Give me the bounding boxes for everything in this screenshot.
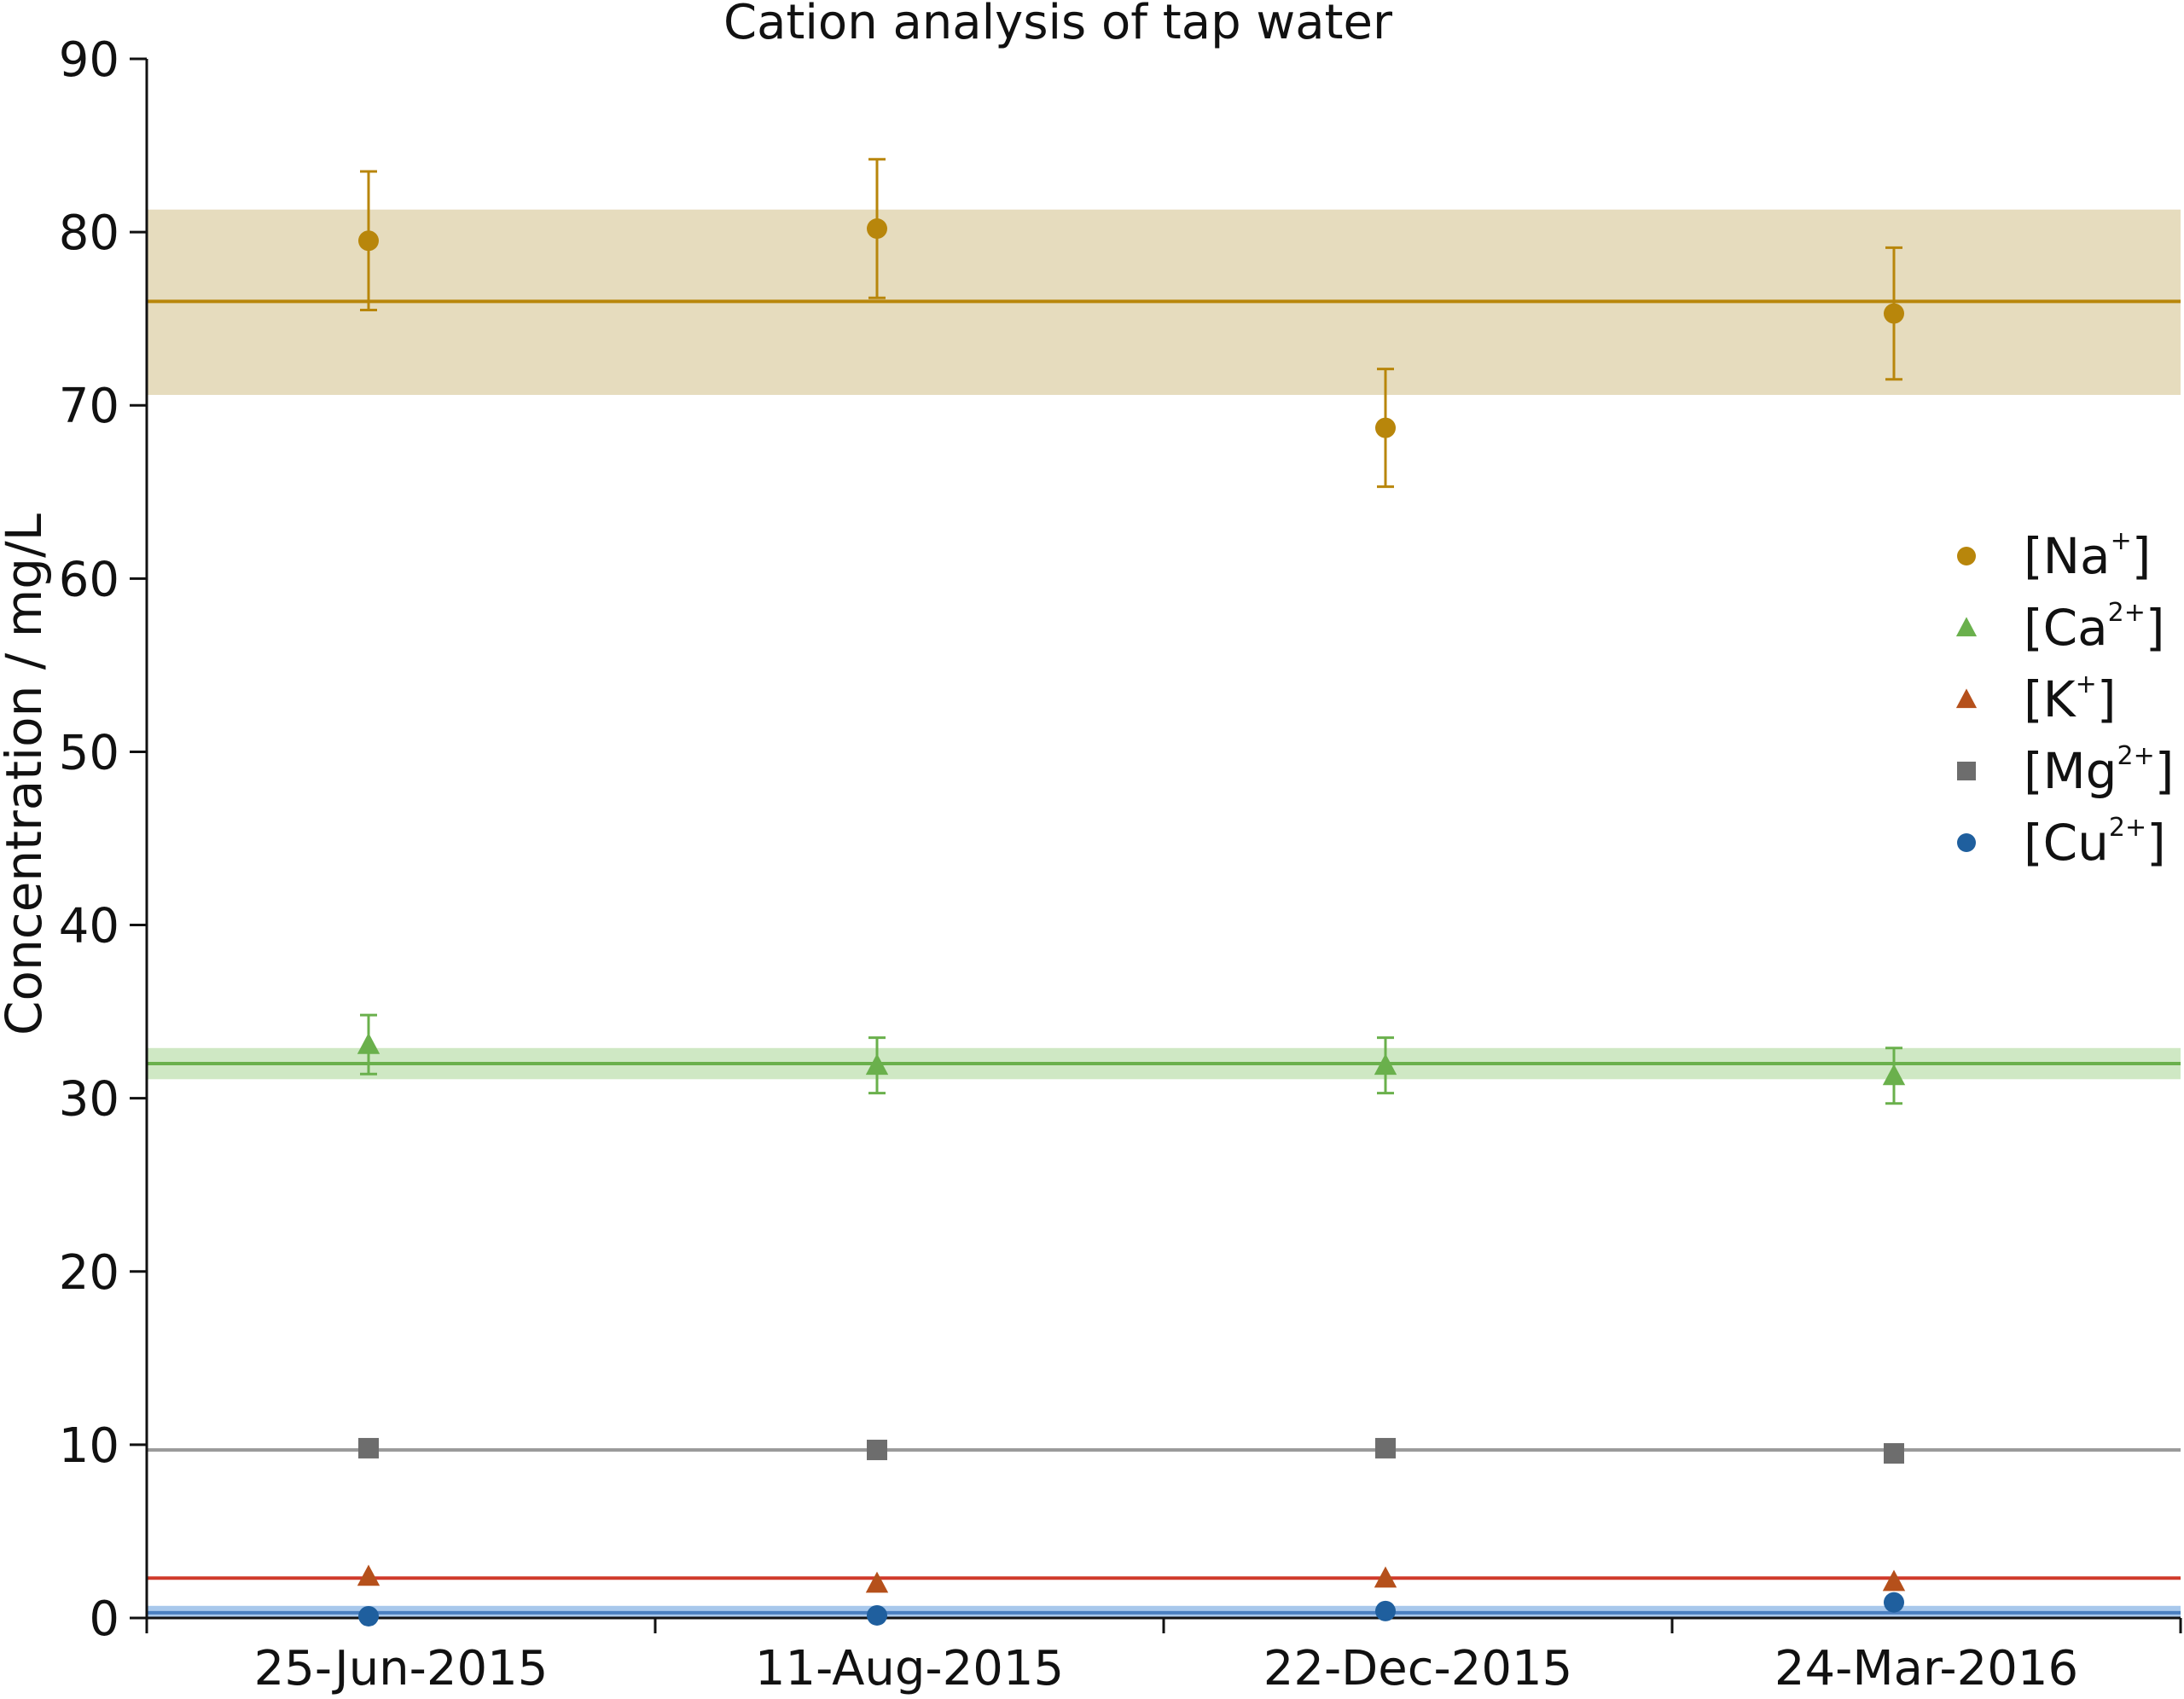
data-point (867, 1439, 887, 1460)
data-point (1882, 1064, 1906, 1086)
data-point (1375, 1437, 1396, 1458)
y-tick-label: 10 (59, 1418, 119, 1474)
legend-entry: [Mg2+] (2024, 741, 2174, 800)
legend-entry: [Na+] (2024, 526, 2151, 585)
data-point (1884, 1443, 1904, 1464)
data-point (867, 218, 887, 240)
y-tick-label: 50 (59, 725, 119, 780)
legend-marker (1955, 688, 1978, 709)
data-point (357, 1564, 380, 1586)
x-tick-label: 24-Mar-2016 (1774, 1641, 2078, 1696)
y-tick-label: 40 (59, 899, 119, 954)
data-point (358, 1605, 379, 1627)
y-tick-label: 30 (59, 1072, 119, 1128)
legend-marker (1957, 762, 1976, 780)
y-axis-ticks: 0 10 20 30 40 50 60 70 80 90 (59, 32, 147, 1647)
mean-lines (147, 299, 2181, 1615)
x-tick-label: 22-Dec-2015 (1263, 1641, 1573, 1696)
legend-entry: [Cu2+] (2024, 813, 2166, 872)
data-point (358, 230, 379, 252)
x-axis-ticks: 25-Jun-2015 11-Aug-2015 22-Dec-2015 24-Mar-… (145, 1618, 2182, 1696)
legend-marker (1957, 833, 1976, 852)
y-tick-label: 70 (59, 379, 119, 434)
data-point (1884, 1592, 1904, 1613)
legend-marker (1955, 617, 1978, 637)
legend: [Na+] [Ca2+] [K+] [Mg2+] [Cu2+] (1955, 526, 2174, 872)
x-tick-label: 11-Aug-2015 (755, 1641, 1064, 1696)
data-point (1374, 1566, 1397, 1588)
y-tick-label: 0 (89, 1592, 119, 1647)
data-point (865, 1571, 889, 1593)
y-tick-label: 20 (59, 1245, 119, 1301)
y-axis-label: Concentration / mg/L (0, 513, 53, 1035)
data-point (1375, 417, 1396, 438)
data-point (865, 1053, 889, 1076)
y-tick-label: 90 (59, 32, 119, 88)
x-tick-label: 25-Jun-2015 (254, 1641, 549, 1696)
data-point (1375, 1600, 1396, 1621)
data-point (1882, 1569, 1906, 1592)
data-points (357, 218, 1906, 1627)
legend-marker (1957, 547, 1976, 565)
data-point (1884, 303, 1904, 324)
data-point (867, 1604, 887, 1626)
data-point (358, 1437, 379, 1458)
y-tick-label: 80 (59, 206, 119, 261)
data-point (357, 1032, 380, 1054)
y-tick-label: 60 (59, 552, 119, 607)
legend-entry: [Ca2+] (2024, 598, 2165, 657)
mean-bands (147, 209, 2181, 1618)
legend-entry: [K+] (2024, 670, 2116, 728)
data-point (1374, 1053, 1397, 1076)
chart-title: Cation analysis of tap water (723, 0, 1393, 50)
